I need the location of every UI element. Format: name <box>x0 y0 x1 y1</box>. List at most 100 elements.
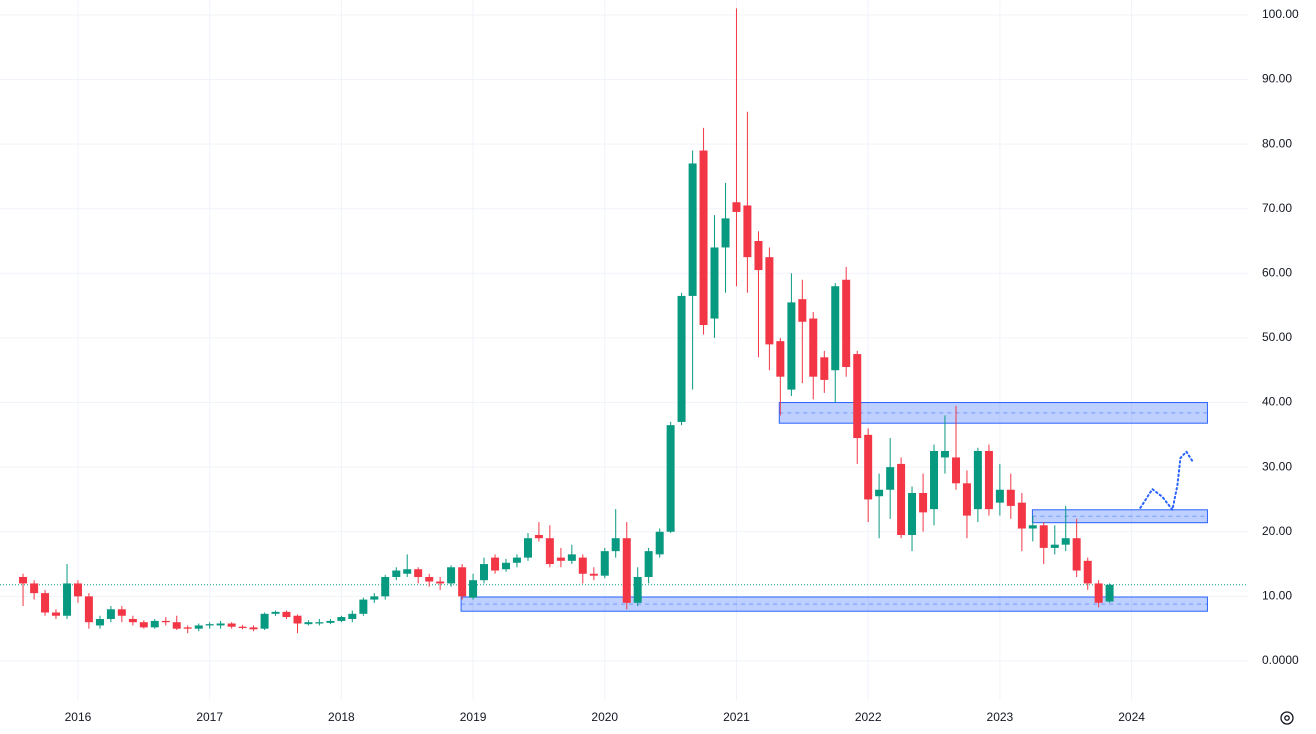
candle-body <box>820 357 829 380</box>
candle-body <box>161 620 170 623</box>
candle-body <box>831 286 840 371</box>
candle-body <box>589 573 598 576</box>
y-tick-label: 30.00 <box>1262 459 1292 473</box>
candle-body <box>1105 584 1114 602</box>
candle-body <box>117 609 126 616</box>
candle-body <box>545 538 554 565</box>
candle-body <box>578 557 587 574</box>
candle-body <box>359 599 368 614</box>
y-tick-label: 100.00 <box>1262 7 1299 21</box>
x-tick-label: 2021 <box>723 710 750 724</box>
x-tick-label: 2016 <box>65 710 92 724</box>
candle-body <box>84 596 93 623</box>
candle-body <box>436 581 445 584</box>
candle-body <box>128 618 137 623</box>
candle-body <box>51 612 60 616</box>
gear-ring <box>1280 711 1294 725</box>
candle-body <box>919 492 928 513</box>
candle-body <box>699 150 708 325</box>
candle-body <box>501 562 510 570</box>
y-tick-label: 0.0000 <box>1262 653 1299 667</box>
candle-body <box>95 618 104 626</box>
candle-body <box>644 551 653 577</box>
candle-body <box>1017 502 1026 529</box>
candle-body <box>853 354 862 439</box>
candle-body <box>249 627 258 630</box>
candle-body <box>1072 538 1081 571</box>
y-tick-label: 10.00 <box>1262 589 1292 603</box>
candle-body <box>688 163 697 296</box>
candle-body <box>666 425 675 532</box>
plot: 0.0000 10.00 20.00 30.00 40.00 50.00 60.00 70.0… <box>0 0 1299 724</box>
candle-body <box>567 554 576 561</box>
y-tick-label: 20.00 <box>1262 524 1292 538</box>
candle-body <box>183 627 192 629</box>
candle-body <box>41 593 50 613</box>
x-tick-label: 2017 <box>196 710 223 724</box>
candle-body <box>908 492 917 535</box>
candle-body <box>304 622 313 625</box>
candle-body <box>271 611 280 614</box>
candle-body <box>875 489 884 497</box>
candle-body <box>897 463 906 535</box>
candle-body <box>940 450 949 458</box>
candle-body <box>315 622 324 624</box>
candle-body <box>962 483 971 516</box>
candle-body <box>886 467 895 490</box>
candle-body <box>1028 525 1037 529</box>
candle-body <box>864 434 873 500</box>
candle-body <box>491 557 500 571</box>
y-tick-label: 40.00 <box>1262 395 1292 409</box>
candle-body <box>227 623 236 627</box>
candle-body <box>337 617 346 621</box>
settings-icon[interactable] <box>1280 711 1294 725</box>
candle-body <box>1039 525 1048 548</box>
candle-body <box>622 538 631 603</box>
candle-body <box>633 576 642 603</box>
candle-body <box>1083 560 1092 584</box>
candle-body <box>326 620 335 623</box>
y-tick-label: 50.00 <box>1262 330 1292 344</box>
candle-body <box>952 457 961 484</box>
candle-body <box>293 615 302 624</box>
candle-body <box>139 622 148 628</box>
candle-body <box>677 295 686 422</box>
candle-body <box>984 450 993 510</box>
candle-body <box>842 279 851 367</box>
x-tick-label: 2018 <box>328 710 355 724</box>
y-tick-label: 90.00 <box>1262 72 1292 86</box>
candle-body <box>150 620 159 628</box>
candle-body <box>205 624 214 626</box>
candle-body <box>787 302 796 390</box>
gear-hub <box>1284 715 1290 721</box>
candle-body <box>995 489 1004 503</box>
candle-body <box>556 557 565 561</box>
x-tick-label: 2023 <box>987 710 1014 724</box>
candle-body <box>447 567 456 584</box>
candle-body <box>381 576 390 597</box>
candle-body <box>655 531 664 555</box>
candle-body <box>216 623 225 626</box>
projection-path <box>1139 449 1195 513</box>
candle-body <box>19 576 28 584</box>
candle-body <box>776 341 785 377</box>
candle-body <box>534 534 543 539</box>
candle-body <box>370 596 379 600</box>
candle-body <box>469 580 478 598</box>
candle-body <box>721 218 730 248</box>
candle-body <box>73 583 82 597</box>
candle-body <box>611 538 620 552</box>
candle-body <box>512 557 521 563</box>
candle-body <box>392 570 401 577</box>
x-tick-label: 2020 <box>591 710 618 724</box>
candle-body <box>754 241 763 271</box>
candle-body <box>930 450 939 510</box>
candle-body <box>194 625 203 629</box>
candle-body <box>260 613 269 629</box>
candle-body <box>710 247 719 319</box>
candle-body <box>523 538 532 558</box>
candle-body <box>600 551 609 576</box>
candle-body <box>238 626 247 629</box>
candle-body <box>480 564 489 581</box>
